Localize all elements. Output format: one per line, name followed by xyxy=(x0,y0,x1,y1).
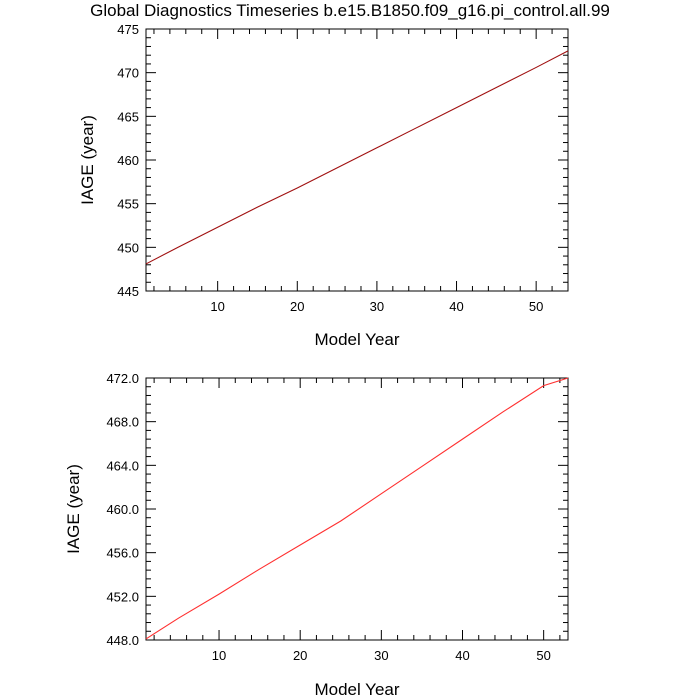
x-tick-label: 20 xyxy=(293,648,307,663)
chart-panel-1: 10 20 30 40 50 445 450 455 460 465 470 475 Model Yea… xyxy=(78,22,569,349)
x-axis-title: Model Year xyxy=(314,680,399,699)
chart-panel-2: 10 20 30 40 50 448.0 452.0 456.0 460.0 464.0 468.0… xyxy=(64,371,569,699)
plot-frame xyxy=(145,377,569,641)
y-tick-label: 464.0 xyxy=(106,458,139,473)
y-axis-title: IAGE (year) xyxy=(64,464,83,554)
y-tick-label: 450 xyxy=(117,240,139,255)
series-line-1 xyxy=(145,377,569,640)
y-tick-label: 456.0 xyxy=(106,546,139,561)
y-tick-label: 468.0 xyxy=(106,415,139,430)
x-axis-title: Model Year xyxy=(314,330,399,349)
x-tick-label: 10 xyxy=(210,299,224,314)
x-tick-label: 40 xyxy=(449,299,463,314)
y-tick-label: 460 xyxy=(117,153,139,168)
x-tick-label: 30 xyxy=(374,648,388,663)
y-tick-label: 455 xyxy=(117,197,139,212)
y-tick-label: 470 xyxy=(117,66,139,81)
x-tick-label: 50 xyxy=(536,648,550,663)
y-tick-label: 475 xyxy=(117,22,139,37)
x-tick-label: 10 xyxy=(212,648,226,663)
x-tick-label: 40 xyxy=(455,648,469,663)
plot-frame xyxy=(145,28,569,292)
y-tick-label: 465 xyxy=(117,109,139,124)
y-tick-label: 448.0 xyxy=(106,633,139,648)
x-tick-label: 50 xyxy=(529,299,543,314)
series-line-1 xyxy=(145,50,569,265)
y-tick-label: 472.0 xyxy=(106,371,139,386)
page-title: Global Diagnostics Timeseries b.e15.B185… xyxy=(90,1,610,20)
x-tick-label: 20 xyxy=(290,299,304,314)
y-tick-label: 452.0 xyxy=(106,589,139,604)
y-tick-label: 445 xyxy=(117,284,139,299)
y-axis-title: IAGE (year) xyxy=(78,115,97,205)
y-tick-label: 460.0 xyxy=(106,502,139,517)
x-tick-label: 30 xyxy=(370,299,384,314)
